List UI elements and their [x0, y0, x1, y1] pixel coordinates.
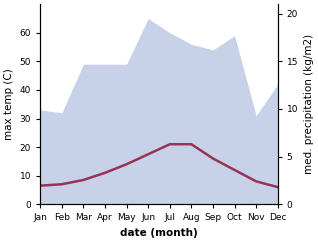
- Y-axis label: max temp (C): max temp (C): [4, 68, 14, 140]
- X-axis label: date (month): date (month): [120, 228, 198, 238]
- Y-axis label: med. precipitation (kg/m2): med. precipitation (kg/m2): [304, 34, 314, 174]
